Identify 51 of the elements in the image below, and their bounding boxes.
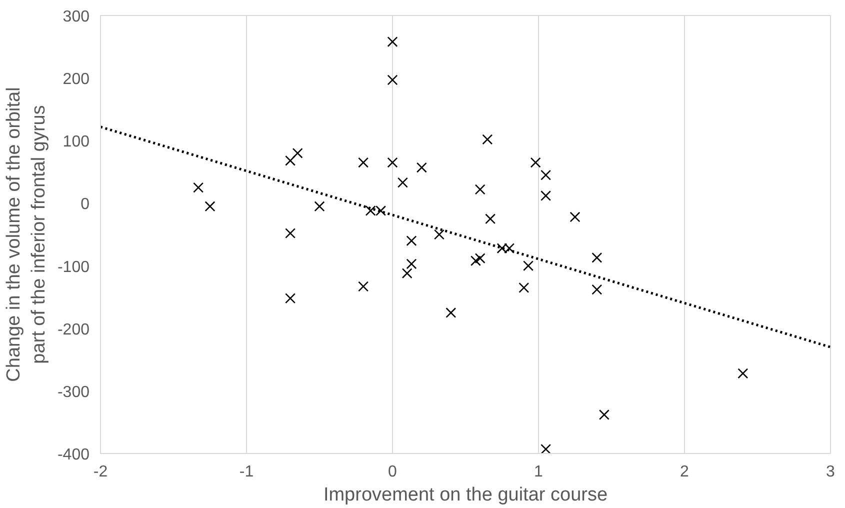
point <box>523 260 534 272</box>
y-tick-label: -100 <box>57 258 90 276</box>
point <box>387 74 398 86</box>
point <box>738 368 748 379</box>
point <box>598 409 610 420</box>
y-tick-label: 300 <box>62 8 90 26</box>
point <box>518 282 530 293</box>
point <box>434 229 444 240</box>
point <box>474 184 486 195</box>
point <box>397 177 408 188</box>
point <box>285 228 296 238</box>
point <box>416 162 427 173</box>
point <box>540 444 552 454</box>
y-tick-label: -300 <box>57 384 90 401</box>
x-tick-label: 3 <box>826 464 836 480</box>
point <box>406 236 417 246</box>
point <box>485 214 496 224</box>
point <box>285 293 296 304</box>
point <box>292 148 303 158</box>
x-tick-label: 1 <box>534 464 544 480</box>
point <box>314 201 325 212</box>
y-axis-title: Change in the volume of the orbital part of the inferior frontal gyrus <box>3 87 50 382</box>
point <box>446 307 456 318</box>
point <box>570 212 580 222</box>
y-tick-label: -400 <box>57 446 90 464</box>
point <box>193 182 204 193</box>
x-tick-label: 2 <box>680 464 690 480</box>
point <box>540 190 552 201</box>
point <box>358 281 369 292</box>
point <box>592 284 602 295</box>
point <box>204 201 216 212</box>
point <box>358 157 369 168</box>
y-tick-label: 200 <box>62 71 90 88</box>
point <box>387 36 398 48</box>
point <box>530 157 541 168</box>
y-tick-label: -200 <box>57 321 90 338</box>
point <box>540 170 552 180</box>
x-tick-label: -2 <box>93 464 108 480</box>
point <box>402 268 412 279</box>
x-axis-title: Improvement on the guitar course <box>323 484 608 506</box>
y-tick-label: 100 <box>62 134 90 151</box>
point <box>592 252 602 263</box>
point <box>387 157 398 168</box>
point <box>482 134 493 145</box>
point <box>285 155 296 166</box>
point <box>470 256 481 266</box>
point <box>474 253 486 264</box>
y-tick-label: 0 <box>80 196 90 214</box>
point <box>406 258 417 270</box>
x-tick-label: -1 <box>239 464 254 480</box>
x-tick-label: 0 <box>388 464 398 480</box>
